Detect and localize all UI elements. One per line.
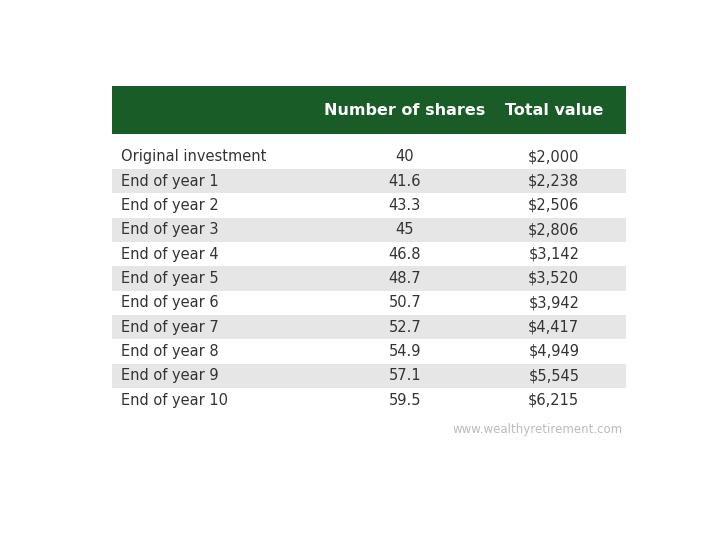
Text: End of year 7: End of year 7: [121, 319, 219, 334]
Text: 43.3: 43.3: [389, 198, 421, 213]
Text: Total value: Total value: [505, 103, 603, 118]
Bar: [112, 193, 626, 218]
Text: End of year 3: End of year 3: [121, 222, 218, 237]
Text: 46.8: 46.8: [389, 247, 421, 262]
Text: 41.6: 41.6: [389, 174, 421, 188]
Text: End of year 8: End of year 8: [121, 344, 219, 359]
Text: End of year 2: End of year 2: [121, 198, 219, 213]
Bar: [112, 242, 626, 266]
Text: 59.5: 59.5: [389, 393, 421, 408]
Bar: [112, 388, 626, 412]
Bar: [112, 339, 626, 364]
Text: $5,545: $5,545: [528, 368, 580, 383]
Text: $3,520: $3,520: [528, 271, 580, 286]
Bar: [112, 218, 626, 242]
Bar: [112, 364, 626, 388]
Text: End of year 10: End of year 10: [121, 393, 228, 408]
Text: $2,506: $2,506: [528, 198, 580, 213]
Text: End of year 6: End of year 6: [121, 295, 219, 310]
Text: 40: 40: [395, 149, 414, 165]
Text: 50.7: 50.7: [389, 295, 421, 310]
Text: $3,142: $3,142: [528, 247, 580, 262]
Text: End of year 1: End of year 1: [121, 174, 219, 188]
Text: $3,942: $3,942: [528, 295, 580, 310]
Bar: [112, 144, 626, 169]
Text: Number of shares: Number of shares: [324, 103, 485, 118]
Text: $2,238: $2,238: [528, 174, 580, 188]
Text: End of year 5: End of year 5: [121, 271, 219, 286]
Text: Original investment: Original investment: [121, 149, 266, 165]
Text: $6,215: $6,215: [528, 393, 580, 408]
Bar: [112, 86, 626, 134]
Text: $4,417: $4,417: [528, 319, 580, 334]
Text: 54.9: 54.9: [389, 344, 421, 359]
Text: www.wealthyretirement.com: www.wealthyretirement.com: [453, 423, 623, 436]
Bar: [112, 134, 626, 144]
Text: 45: 45: [396, 222, 414, 237]
Bar: [112, 291, 626, 315]
Text: $2,000: $2,000: [528, 149, 580, 165]
Text: End of year 9: End of year 9: [121, 368, 219, 383]
Text: 48.7: 48.7: [389, 271, 421, 286]
Bar: [112, 315, 626, 339]
Text: End of year 4: End of year 4: [121, 247, 219, 262]
Text: 52.7: 52.7: [389, 319, 421, 334]
Text: 57.1: 57.1: [389, 368, 421, 383]
Bar: [112, 86, 626, 412]
Bar: [112, 169, 626, 193]
Text: $2,806: $2,806: [528, 222, 580, 237]
Text: $4,949: $4,949: [528, 344, 580, 359]
Bar: [112, 266, 626, 291]
